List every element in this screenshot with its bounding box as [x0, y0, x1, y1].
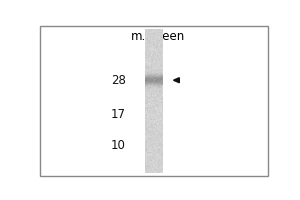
FancyBboxPatch shape	[40, 26, 268, 176]
Text: 17: 17	[111, 108, 126, 121]
Text: 28: 28	[111, 74, 126, 87]
Text: m.spleen: m.spleen	[131, 30, 185, 43]
Text: 10: 10	[111, 139, 126, 152]
Polygon shape	[173, 78, 179, 83]
